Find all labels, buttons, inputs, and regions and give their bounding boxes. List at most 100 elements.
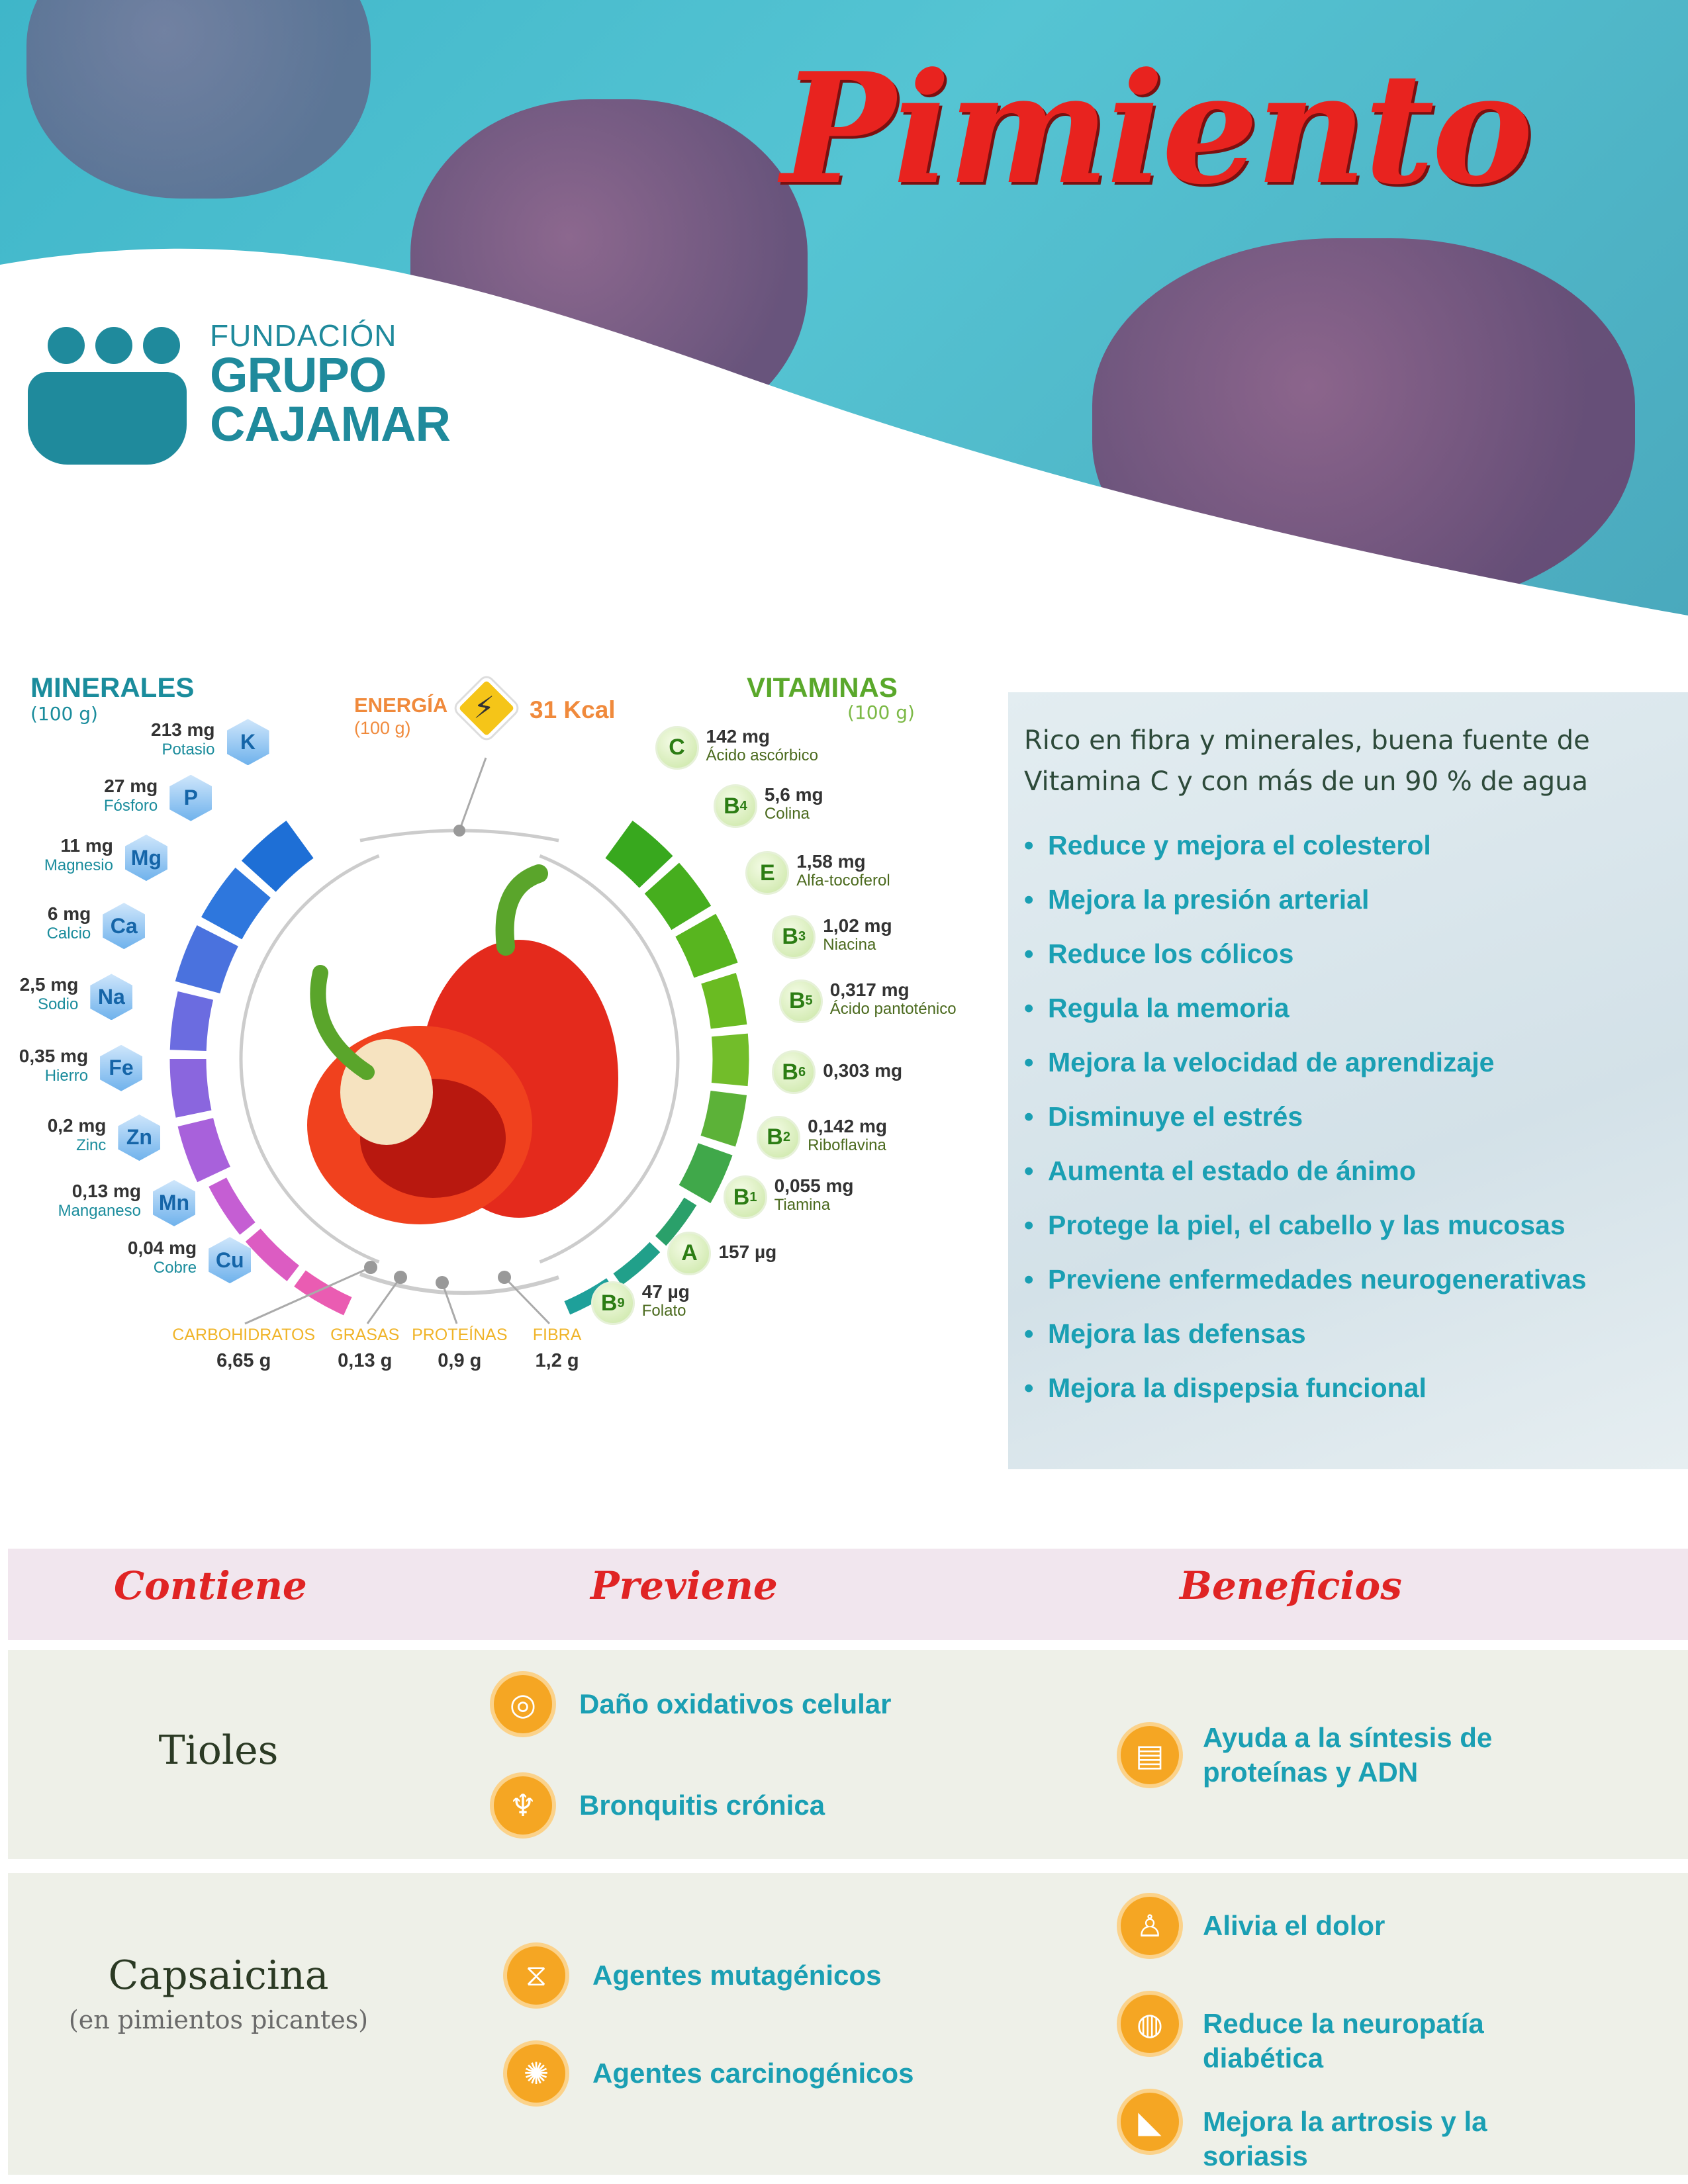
mineral-bar	[209, 1177, 256, 1235]
vitamin-amount: 0,142 mg	[808, 1115, 887, 1136]
vitamin-amount: 1,58 mg	[796, 851, 866, 872]
bullet-icon: •	[1024, 1156, 1034, 1186]
macro-dot	[364, 1261, 377, 1274]
table-header: Contiene Previene Beneficios	[8, 1549, 1688, 1640]
macro-item: GRASAS 0,13 g	[285, 1326, 444, 1372]
benefit-text: Mejora la velocidad de aprendizaje	[1048, 1047, 1495, 1077]
mineral-name: Sodio	[37, 995, 79, 1014]
bullet-icon: •	[1024, 884, 1034, 915]
joint-icon: ◣	[1117, 2089, 1183, 2155]
macro-connector	[366, 1277, 402, 1324]
nutrition-wheel	[169, 757, 749, 1325]
vitamin-bar	[613, 1242, 661, 1286]
previene-item: Daño oxidativos celular	[579, 1688, 892, 1719]
macros-arc	[359, 1272, 559, 1295]
vitamin-name: Tiamina	[774, 1196, 831, 1214]
energy-connector	[458, 757, 487, 831]
vitamin-amount: 0,317 mg	[829, 979, 910, 1000]
mineral-value: 27 mg Fósforo	[25, 776, 158, 815]
vitamin-amount: 5,6 mg	[764, 784, 823, 805]
vitamin-letter: B	[767, 1124, 783, 1150]
macro-name: GRASAS	[330, 1326, 400, 1344]
benefit-text: Aumenta el estado de ánimo	[1048, 1156, 1416, 1186]
mineral-bar	[241, 820, 314, 893]
mineral-value: 11 mg Magnesio	[0, 835, 113, 875]
vitamin-subscript: 1	[749, 1189, 757, 1205]
mineral-bar	[201, 867, 271, 940]
bullet-icon: •	[1024, 1101, 1034, 1132]
benefit-item: • Previene enfermedades neurogenerativas	[1024, 1252, 1587, 1306]
wheel-arc-left	[239, 854, 380, 1264]
mineral-amount: 0,2 mg	[47, 1115, 107, 1136]
macro-dot	[436, 1276, 449, 1289]
macro-name: FIBRA	[532, 1326, 582, 1344]
bullet-icon: •	[1024, 830, 1034, 860]
vitamin-name: Ácido ascórbico	[706, 746, 818, 764]
vitamin-letter: B	[600, 1290, 618, 1316]
panel-intro: Rico en fibra y minerales, buena fuente …	[1024, 725, 1590, 797]
mineral-bar	[169, 1058, 212, 1118]
vitamin-amount: 142 mg	[706, 725, 771, 747]
macro-connector	[244, 1266, 371, 1325]
benefit-item: • Regula la memoria	[1024, 981, 1587, 1035]
previene-item: Agentes mutagénicos	[592, 1960, 882, 1991]
vitamin-name: Riboflavina	[808, 1136, 886, 1154]
vitamin-bar	[711, 1033, 749, 1087]
vitamin-subscript: 3	[798, 929, 806, 944]
logo-line: FUNDACIÓN	[210, 318, 397, 353]
vitamin-name: Niacina	[823, 935, 876, 954]
vitamin-value: 0,142 mg Riboflavina	[808, 1116, 887, 1154]
mineral-bar	[175, 925, 239, 994]
table-row	[8, 1650, 1688, 1859]
vitamin-amount: 0,303 mg	[823, 1060, 903, 1081]
energy-dot	[453, 825, 465, 837]
bullet-icon: •	[1024, 1373, 1034, 1403]
pepper-stem	[310, 965, 375, 1080]
header-contiene: Contiene	[114, 1563, 307, 1608]
mineral-amount: 0,35 mg	[19, 1045, 89, 1066]
benefit-item: • Protege la piel, el cabello y las mucos…	[1024, 1198, 1587, 1252]
macro-value: 0,9 g	[438, 1350, 482, 1371]
macro-item: PROTEÍNAS 0,9 g	[380, 1326, 539, 1372]
header-previene: Previene	[590, 1563, 778, 1608]
row-note: (en pimientos picantes)	[68, 2005, 369, 2034]
vitamin-value: 5,6 mg Colina	[764, 784, 823, 823]
vitamin-value: 47 µg Folato	[642, 1282, 690, 1320]
vitamin-bar	[679, 1142, 733, 1203]
body-pain-icon: ♙	[1117, 1893, 1183, 1959]
mineral-name: Potasio	[162, 741, 215, 759]
vitamin-amount: 157 µg	[718, 1241, 777, 1262]
macro-value: 6,65 g	[216, 1350, 271, 1371]
mineral-amount: 6 mg	[47, 903, 91, 925]
lightning-bolt-icon: ⚡	[473, 690, 495, 725]
page-title: Pimiento	[781, 40, 1533, 218]
vitamin-letter: E	[759, 860, 775, 886]
row-name: Tioles	[158, 1727, 279, 1774]
benefit-text: Disminuye el estrés	[1048, 1101, 1303, 1132]
vitamin-bar	[655, 1197, 697, 1246]
benefit-item: • Reduce y mejora el colesterol	[1024, 818, 1587, 872]
mineral-value: 0,13 mg Manganeso	[9, 1181, 141, 1220]
hero-banner: Pimiento	[0, 0, 1688, 615]
mineral-bar	[294, 1270, 352, 1316]
wheel-arc-right	[539, 854, 680, 1264]
macro-value: 1,2 g	[535, 1350, 579, 1371]
mineral-name: Manganeso	[58, 1201, 141, 1220]
vitamin-letter: A	[681, 1240, 698, 1266]
vitamin-symbol-icon: E	[745, 851, 790, 895]
mineral-name: Zinc	[76, 1136, 107, 1154]
benefit-text: Reduce y mejora el colesterol	[1048, 830, 1431, 860]
benefit-item: • Mejora la velocidad de aprendizaje	[1024, 1035, 1587, 1089]
bullet-icon: •	[1024, 1047, 1034, 1077]
macro-connector	[441, 1282, 458, 1324]
dna-icon: ⧖	[503, 1942, 569, 2009]
mineral-name: Hierro	[44, 1066, 89, 1085]
wave-divider	[0, 248, 1688, 615]
mineral-name: Cobre	[153, 1259, 197, 1277]
vitamin-value: 142 mg Ácido ascórbico	[706, 725, 818, 764]
vitamin-value: 0,055 mg Tiamina	[774, 1176, 854, 1214]
pepper-stem	[495, 864, 548, 956]
vitamins-title: VITAMINAS	[747, 672, 898, 703]
